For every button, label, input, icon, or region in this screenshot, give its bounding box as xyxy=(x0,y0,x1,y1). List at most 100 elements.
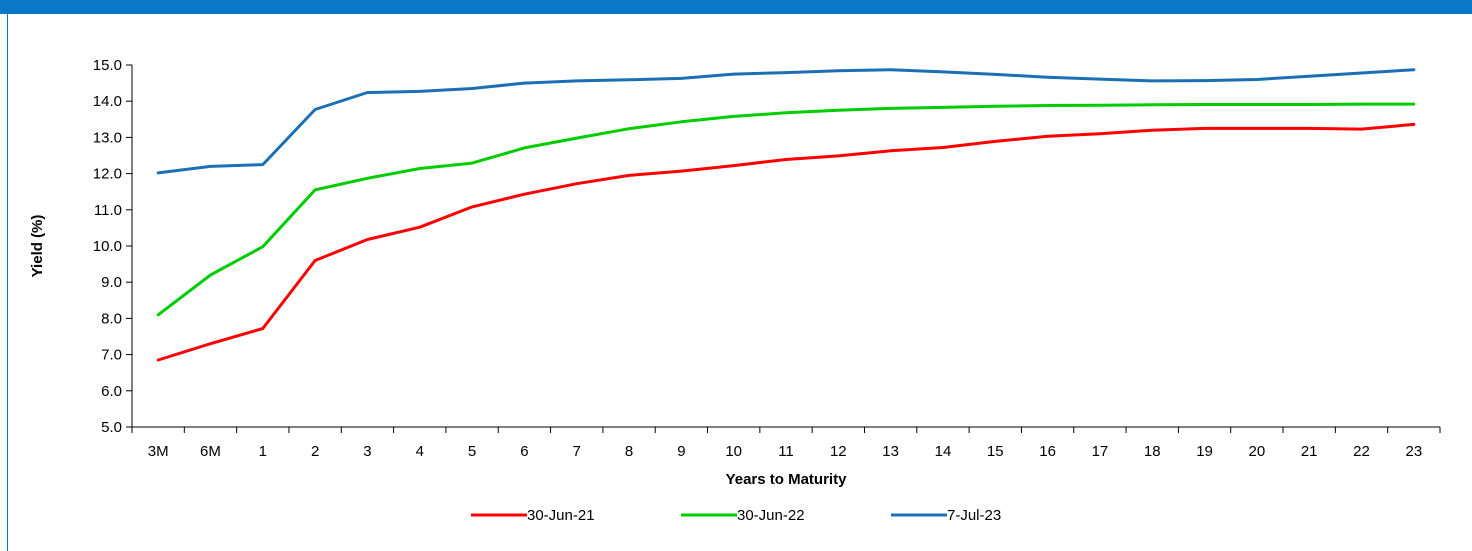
data-point xyxy=(784,111,788,114)
data-point xyxy=(418,90,421,93)
x-tick-label: 3 xyxy=(363,443,371,460)
data-point xyxy=(209,165,212,168)
data-point xyxy=(523,81,526,85)
data-point xyxy=(627,127,631,130)
data-point xyxy=(1255,103,1259,106)
data-point xyxy=(470,205,474,209)
legend-label: 30-Jun-21 xyxy=(527,507,595,524)
data-point xyxy=(732,72,735,76)
x-tick-label: 6M xyxy=(200,443,221,460)
data-point xyxy=(156,171,160,175)
x-tick-label: 19 xyxy=(1196,443,1213,460)
data-point xyxy=(732,115,735,118)
data-point xyxy=(1360,127,1363,131)
data-point xyxy=(889,149,892,152)
x-tick-label: 9 xyxy=(677,443,685,460)
y-tick-label: 10.0 xyxy=(93,238,122,255)
data-point xyxy=(523,193,526,196)
data-point xyxy=(1255,127,1259,130)
x-tick-label: 5 xyxy=(468,443,476,460)
y-tick-label: 6.0 xyxy=(101,383,122,400)
data-point xyxy=(1151,103,1154,107)
data-point xyxy=(1046,76,1049,79)
data-point xyxy=(1046,104,1049,107)
data-point xyxy=(994,105,997,108)
data-point xyxy=(575,136,578,140)
data-point xyxy=(994,140,997,143)
data-point xyxy=(575,79,578,83)
data-point xyxy=(941,70,945,74)
x-tick-label: 7 xyxy=(573,443,581,460)
x-tick-label: 17 xyxy=(1092,443,1109,460)
data-point xyxy=(313,259,317,262)
legend-label: 7-Jul-23 xyxy=(947,507,1001,524)
data-point xyxy=(1412,123,1416,126)
x-tick-label: 2 xyxy=(311,443,319,460)
y-axis: 5.0 6.0 7.0 8.0 9.0 10.0 11.0 12.0 13.0 14.0 15.0 xyxy=(93,57,133,436)
x-tick-label: 10 xyxy=(725,443,742,460)
data-point xyxy=(1255,78,1259,81)
data-point xyxy=(156,313,160,316)
series-lines xyxy=(156,68,1416,362)
data-point xyxy=(1308,103,1311,106)
data-point xyxy=(1098,103,1102,107)
data-point xyxy=(313,108,317,111)
data-point xyxy=(837,69,840,72)
series-line-3 xyxy=(156,68,1416,175)
y-tick-label: 9.0 xyxy=(101,274,122,291)
x-tick-label: 22 xyxy=(1353,443,1370,460)
data-point xyxy=(209,342,212,345)
data-point xyxy=(837,109,840,112)
data-point xyxy=(680,169,683,173)
x-tick-label: 15 xyxy=(987,443,1004,460)
data-point xyxy=(1360,102,1363,106)
x-axis: 3M 6M 1 2 3 4 5 6 7 8 9 10 11 12 13 14 15 16 17 18 19 20 21 22 2… xyxy=(131,426,1441,460)
x-tick-label: 18 xyxy=(1144,443,1161,460)
data-point xyxy=(1098,132,1102,135)
data-point xyxy=(418,225,421,229)
data-point xyxy=(1098,77,1102,81)
x-tick-label: 12 xyxy=(830,443,847,460)
data-point xyxy=(1203,127,1206,130)
x-tick-label: 3M xyxy=(148,443,169,460)
header-bar xyxy=(0,0,1472,14)
data-point xyxy=(1203,79,1206,82)
data-point xyxy=(994,73,997,76)
data-point xyxy=(1360,71,1363,75)
y-tick-label: 13.0 xyxy=(93,129,122,146)
x-tick-label: 6 xyxy=(520,443,528,460)
data-point xyxy=(627,174,631,177)
data-point xyxy=(889,68,892,71)
data-point xyxy=(1151,79,1154,83)
y-tick-label: 5.0 xyxy=(101,419,122,436)
x-tick-label: 8 xyxy=(625,443,633,460)
series-line-2 xyxy=(156,102,1416,317)
x-tick-label: 11 xyxy=(778,443,794,460)
y-tick-label: 11.0 xyxy=(94,202,122,219)
data-point xyxy=(470,161,474,165)
x-tick-label: 20 xyxy=(1249,443,1266,460)
y-tick-label: 15.0 xyxy=(93,57,122,74)
data-point xyxy=(1046,135,1049,138)
data-point xyxy=(261,245,264,248)
y-tick-label: 8.0 xyxy=(101,310,122,327)
data-point xyxy=(209,273,212,277)
y-tick-label: 7.0 xyxy=(101,347,122,364)
y-axis-title: Yield (%) xyxy=(29,215,46,278)
x-tick-label: 16 xyxy=(1039,443,1056,460)
data-point xyxy=(1412,102,1416,106)
data-point xyxy=(523,146,526,150)
data-point xyxy=(366,91,369,94)
data-point xyxy=(470,87,474,90)
data-point xyxy=(680,120,683,124)
data-point xyxy=(784,158,788,161)
x-tick-label: 23 xyxy=(1405,443,1422,460)
y-tick-label: 12.0 xyxy=(93,166,122,183)
left-border xyxy=(7,14,8,551)
data-point xyxy=(941,106,945,109)
data-point xyxy=(1308,127,1311,130)
data-point xyxy=(366,238,369,241)
data-point xyxy=(941,146,945,149)
data-point xyxy=(627,78,631,82)
